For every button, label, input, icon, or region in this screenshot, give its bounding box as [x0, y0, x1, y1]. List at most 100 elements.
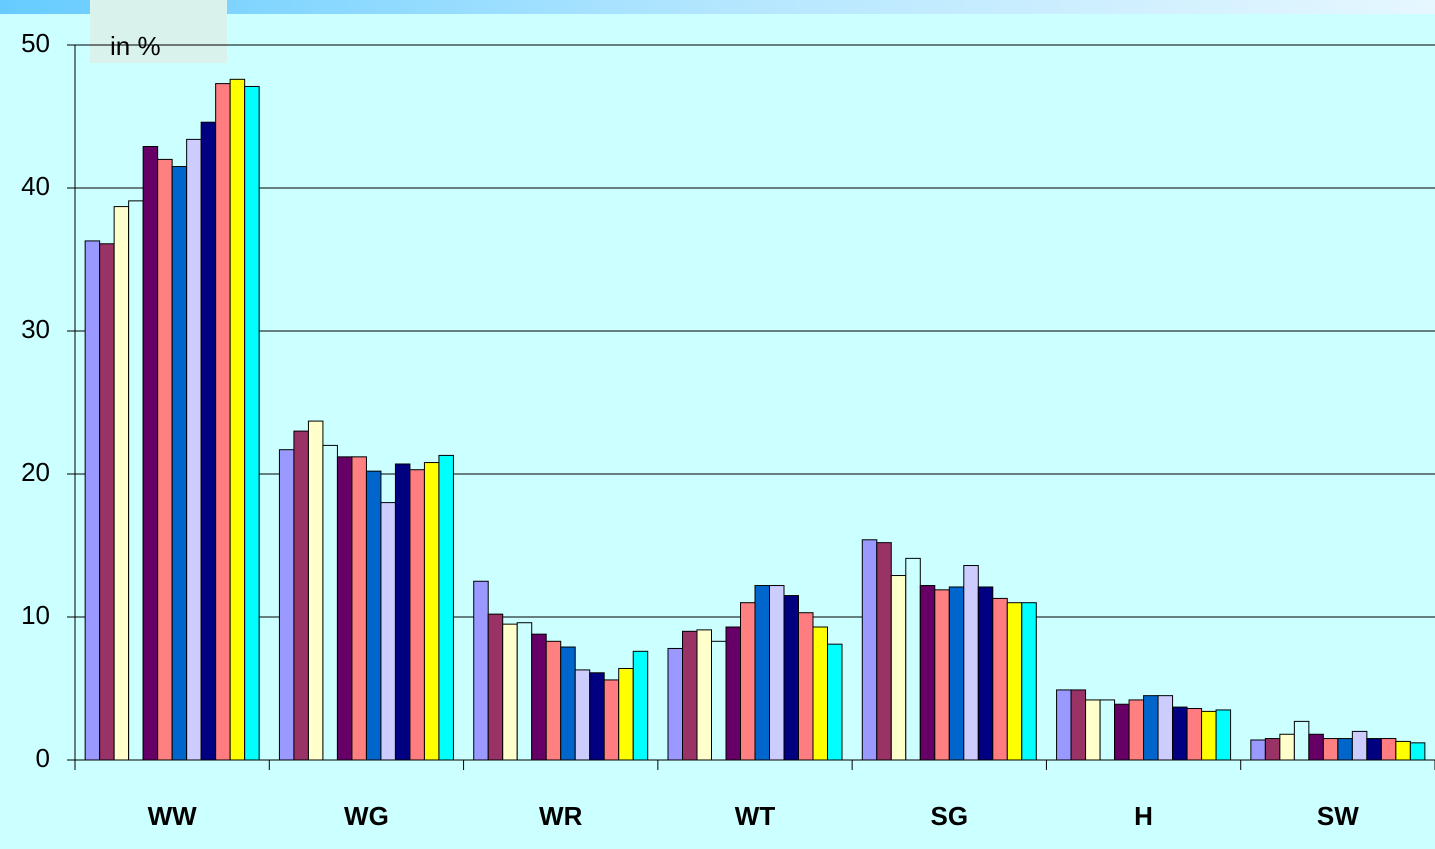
- bar: [1380, 738, 1397, 761]
- bar: [876, 542, 892, 761]
- bar: [574, 669, 591, 761]
- bar: [1099, 699, 1116, 761]
- bar: [1337, 738, 1353, 761]
- bar: [632, 650, 649, 761]
- bar: [711, 640, 727, 761]
- bar: [351, 456, 367, 761]
- bar: [171, 166, 188, 761]
- bar: [812, 626, 828, 761]
- top-band: [0, 0, 1435, 14]
- bar: [516, 622, 533, 761]
- x-tick-label: WR: [539, 801, 583, 831]
- bar: [229, 78, 246, 761]
- bar: [1201, 710, 1217, 761]
- bar: [948, 586, 965, 761]
- bar: [1157, 695, 1174, 761]
- bar: [215, 83, 231, 761]
- y-tick-label: 50: [21, 28, 50, 58]
- x-tick-label: SW: [1317, 801, 1359, 831]
- x-tick-label: H: [1134, 801, 1153, 831]
- bar: [1264, 738, 1281, 761]
- bar: [200, 121, 217, 761]
- bar: [1250, 739, 1266, 761]
- bar: [1351, 730, 1368, 761]
- bar: [1279, 733, 1295, 761]
- y-tick-label: 0: [36, 743, 50, 773]
- bar: [1172, 706, 1188, 761]
- bar: [1006, 602, 1023, 761]
- bar: [113, 206, 130, 761]
- bar: [128, 200, 144, 761]
- bar: [783, 595, 799, 761]
- bar: [1085, 699, 1101, 761]
- bar: [186, 138, 202, 761]
- bar: [1409, 742, 1426, 761]
- bar: [919, 585, 936, 761]
- bar: [1021, 602, 1037, 761]
- bar: [890, 575, 907, 761]
- bar: [157, 158, 173, 761]
- bar: [992, 597, 1008, 761]
- bar: [740, 602, 756, 761]
- bar: [322, 444, 338, 761]
- bar: [769, 585, 785, 761]
- bar: [409, 469, 425, 761]
- bar: [589, 672, 605, 761]
- bar: [487, 613, 504, 761]
- unit-box: [90, 0, 227, 63]
- bar: [618, 667, 634, 761]
- bar: [1366, 738, 1382, 761]
- bar: [934, 589, 950, 761]
- bar: [438, 454, 454, 761]
- bar: [798, 612, 814, 761]
- bar: [861, 539, 878, 761]
- bar: [1056, 689, 1072, 761]
- bar: [1114, 703, 1130, 761]
- bar: [1322, 738, 1339, 761]
- x-tick-label: SG: [930, 801, 968, 831]
- unit-label: in %: [110, 31, 161, 61]
- bar: [1395, 740, 1411, 761]
- bar: [365, 470, 382, 761]
- x-tick-label: WG: [344, 801, 389, 831]
- bar: [84, 240, 101, 761]
- bar: [1215, 709, 1232, 761]
- y-tick-label: 40: [21, 171, 50, 201]
- bar: [977, 586, 994, 761]
- x-tick-label: WW: [148, 801, 198, 831]
- bar: [473, 580, 489, 761]
- bar: [725, 626, 741, 761]
- bar: [603, 679, 620, 761]
- y-tick-label: 20: [21, 457, 50, 487]
- bar: [293, 430, 309, 761]
- y-tick-label: 10: [21, 600, 50, 630]
- bar: [696, 629, 712, 761]
- bar: [531, 633, 547, 761]
- bar: [502, 623, 518, 761]
- bar: [99, 243, 115, 761]
- bar: [1128, 699, 1145, 761]
- bar: [142, 146, 159, 761]
- bar: [754, 585, 770, 761]
- bar: [394, 463, 411, 761]
- bar: [1143, 695, 1159, 761]
- bar: [1308, 733, 1324, 761]
- bar: [682, 630, 698, 761]
- bar: [905, 557, 921, 761]
- bar: [963, 565, 979, 761]
- bar: [307, 420, 324, 761]
- x-tick-label: WT: [735, 801, 776, 831]
- bar: [336, 456, 353, 761]
- bar: [560, 646, 576, 761]
- bar: [827, 643, 843, 761]
- bar: [1293, 720, 1310, 761]
- bar: [545, 640, 562, 761]
- bar: [278, 449, 295, 761]
- bar: [244, 85, 260, 761]
- bar: [1070, 689, 1087, 761]
- bar: [1186, 708, 1203, 761]
- bar: [667, 647, 683, 761]
- bar: [380, 502, 396, 761]
